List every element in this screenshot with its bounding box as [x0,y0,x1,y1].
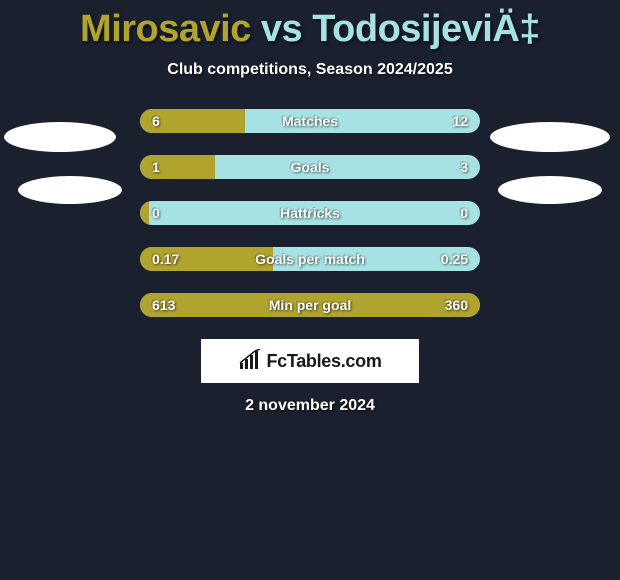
stat-row: 613Min per goal360 [140,293,480,317]
page-title: Mirosavic vs TodosijeviÄ‡ [0,0,620,51]
stat-value-right: 3 [460,155,468,179]
stat-label: Matches [140,109,480,133]
stat-label: Goals per match [140,247,480,271]
stat-label: Hattricks [140,201,480,225]
stat-value-right: 0 [460,201,468,225]
stat-value-right: 12 [452,109,468,133]
decorative-ellipse [498,176,602,204]
stat-row: 0.17Goals per match0.25 [140,247,480,271]
stat-row: 0Hattricks0 [140,201,480,225]
comparison-chart: 6Matches12 1Goals3 0Hattricks0 0.17Goals pe… [140,109,480,317]
decorative-ellipse [490,122,610,152]
stat-row: 1Goals3 [140,155,480,179]
decorative-ellipse [18,176,122,204]
decorative-ellipse [4,122,116,152]
stat-row: 6Matches12 [140,109,480,133]
stat-value-right: 360 [445,293,468,317]
stat-value-right: 0.25 [441,247,468,271]
logo-text: FcTables.com [266,351,381,372]
player1-name: Mirosavic [80,8,251,50]
stat-label: Min per goal [140,293,480,317]
fctables-logo[interactable]: FcTables.com [201,339,419,383]
player2-name: TodosijeviÄ‡ [312,8,540,50]
stat-label: Goals [140,155,480,179]
vs-text: vs [251,8,312,50]
bar-chart-icon [238,349,262,373]
date-text: 2 november 2024 [0,397,620,415]
subtitle: Club competitions, Season 2024/2025 [0,61,620,79]
